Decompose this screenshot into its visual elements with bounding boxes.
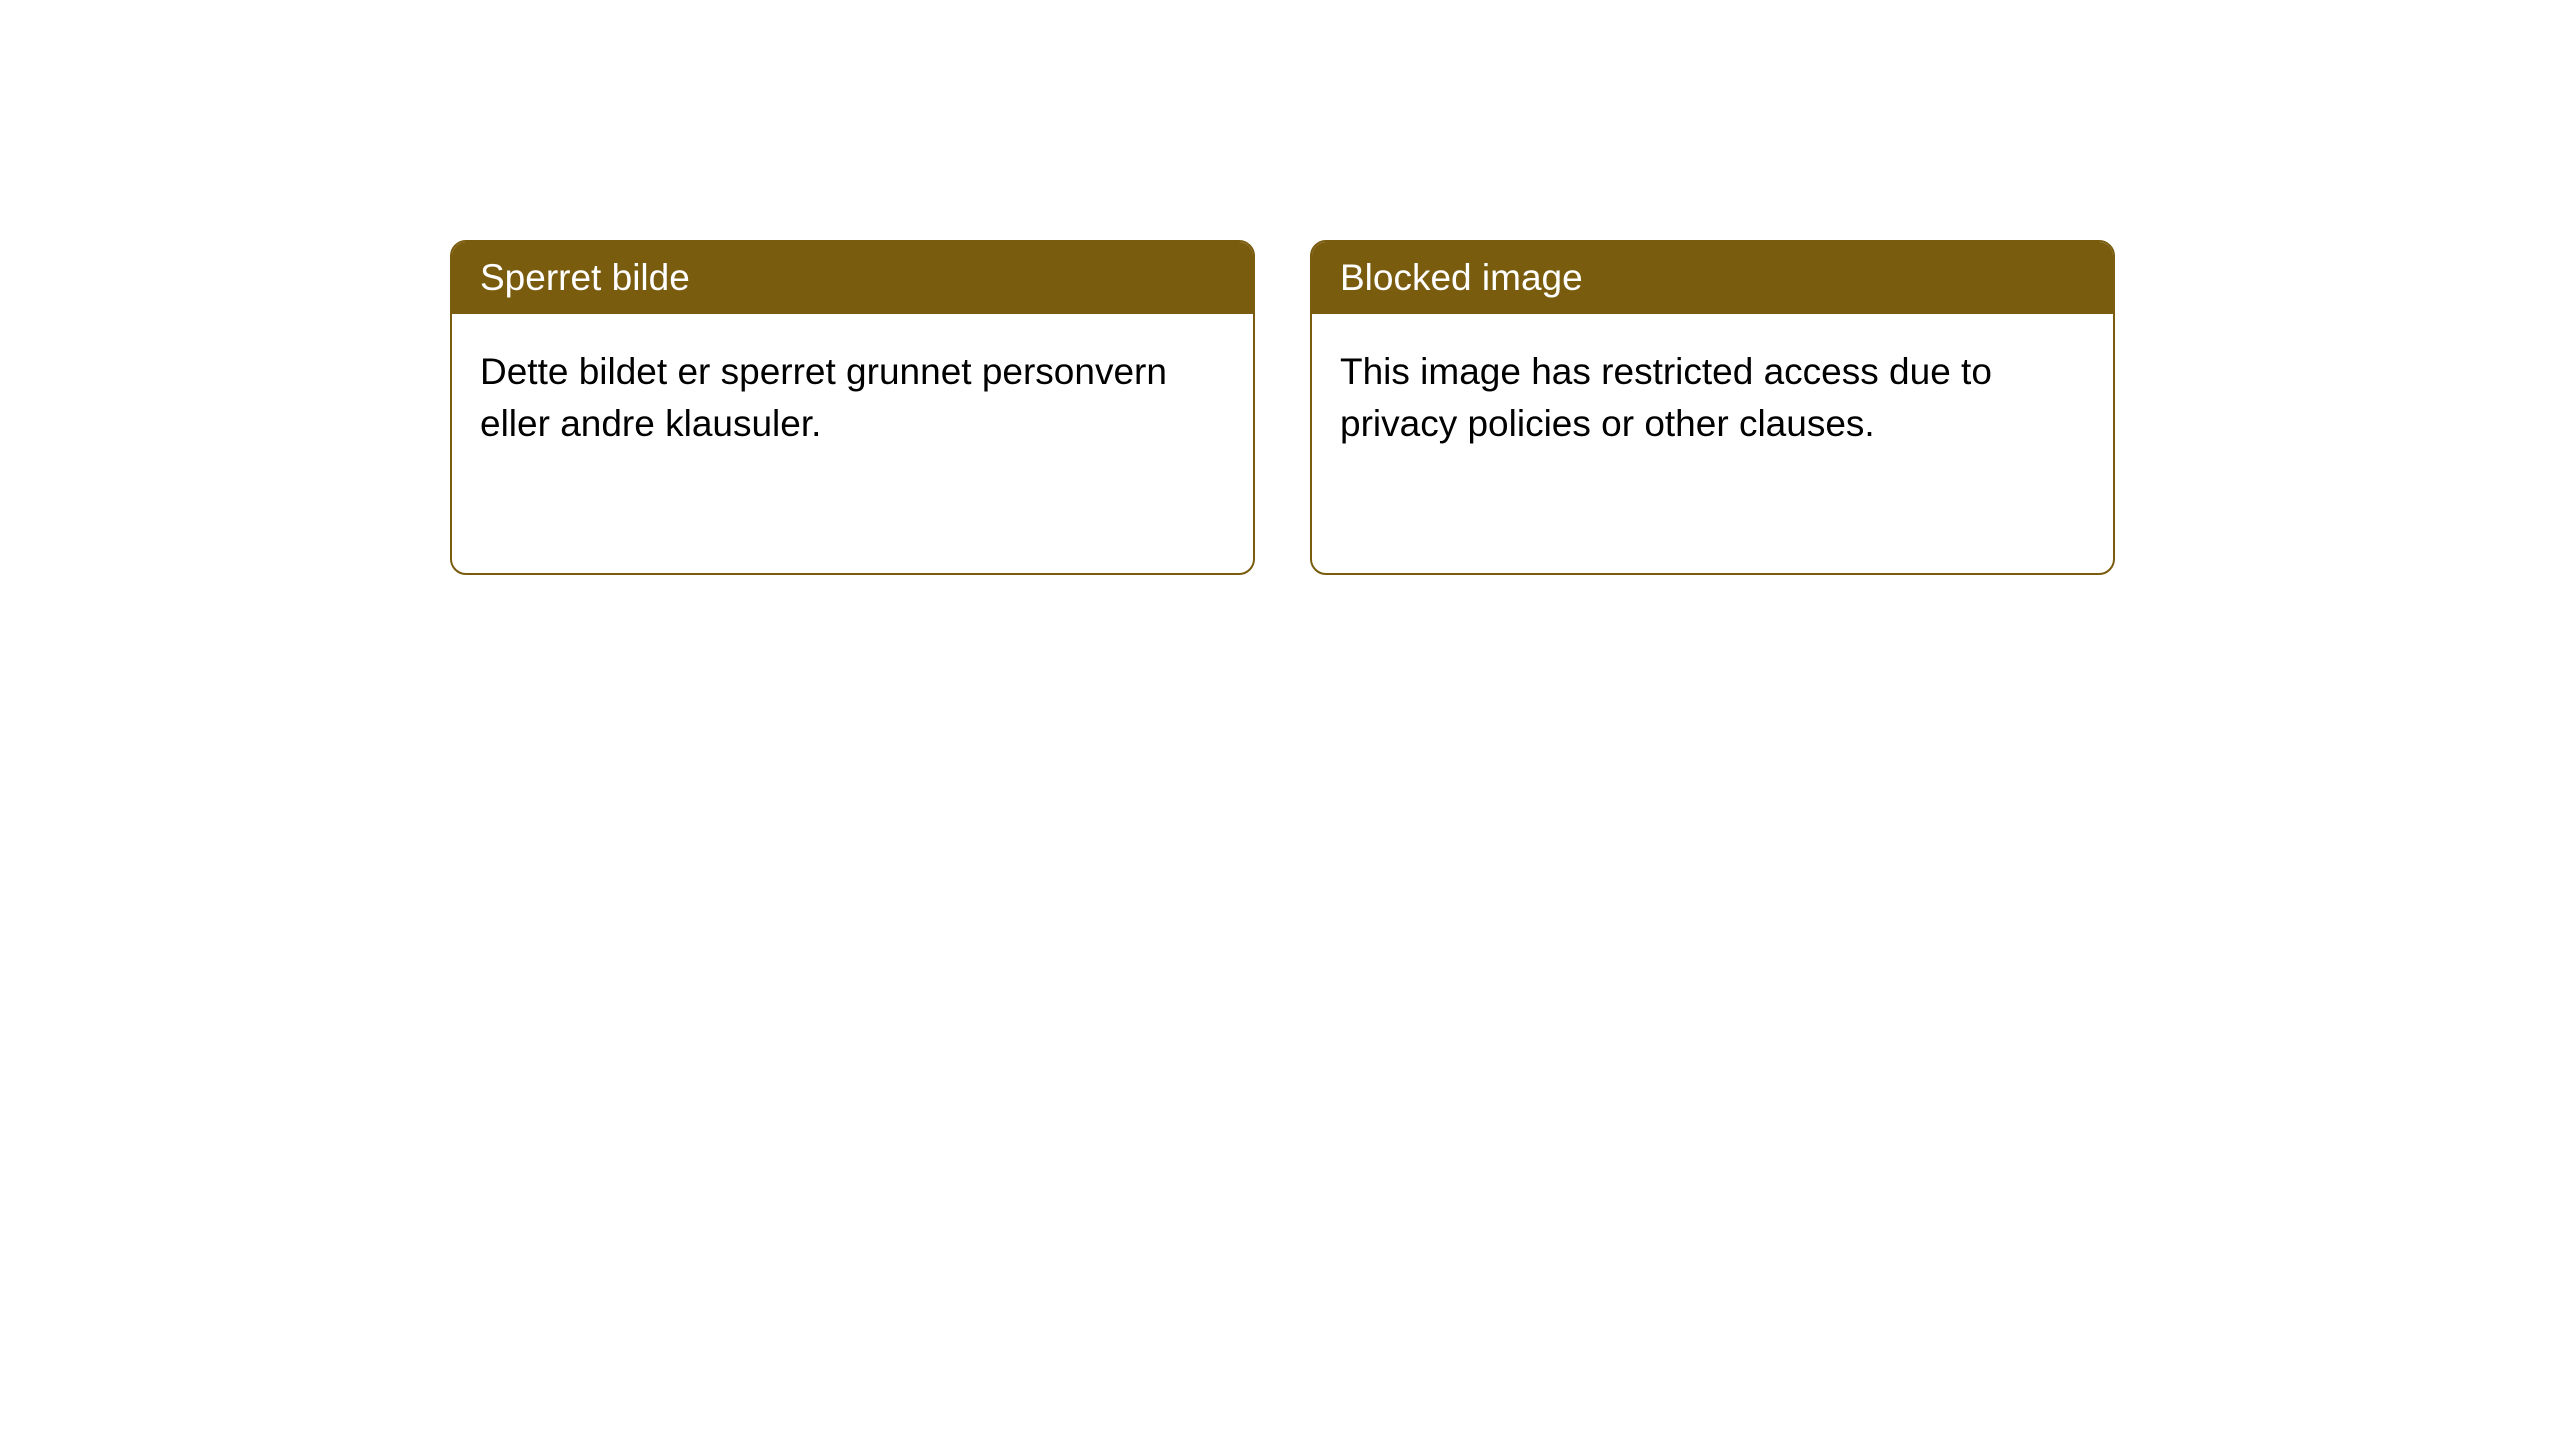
notice-title: Sperret bilde — [480, 257, 690, 298]
notice-title: Blocked image — [1340, 257, 1583, 298]
notice-body: This image has restricted access due to … — [1312, 314, 2113, 482]
blocked-image-notice-english: Blocked image This image has restricted … — [1310, 240, 2115, 575]
notice-message: This image has restricted access due to … — [1340, 351, 1992, 444]
notice-message: Dette bildet er sperret grunnet personve… — [480, 351, 1167, 444]
blocked-image-notice-norwegian: Sperret bilde Dette bildet er sperret gr… — [450, 240, 1255, 575]
notice-header: Sperret bilde — [452, 242, 1253, 314]
notice-cards-container: Sperret bilde Dette bildet er sperret gr… — [450, 240, 2115, 575]
notice-body: Dette bildet er sperret grunnet personve… — [452, 314, 1253, 482]
notice-header: Blocked image — [1312, 242, 2113, 314]
